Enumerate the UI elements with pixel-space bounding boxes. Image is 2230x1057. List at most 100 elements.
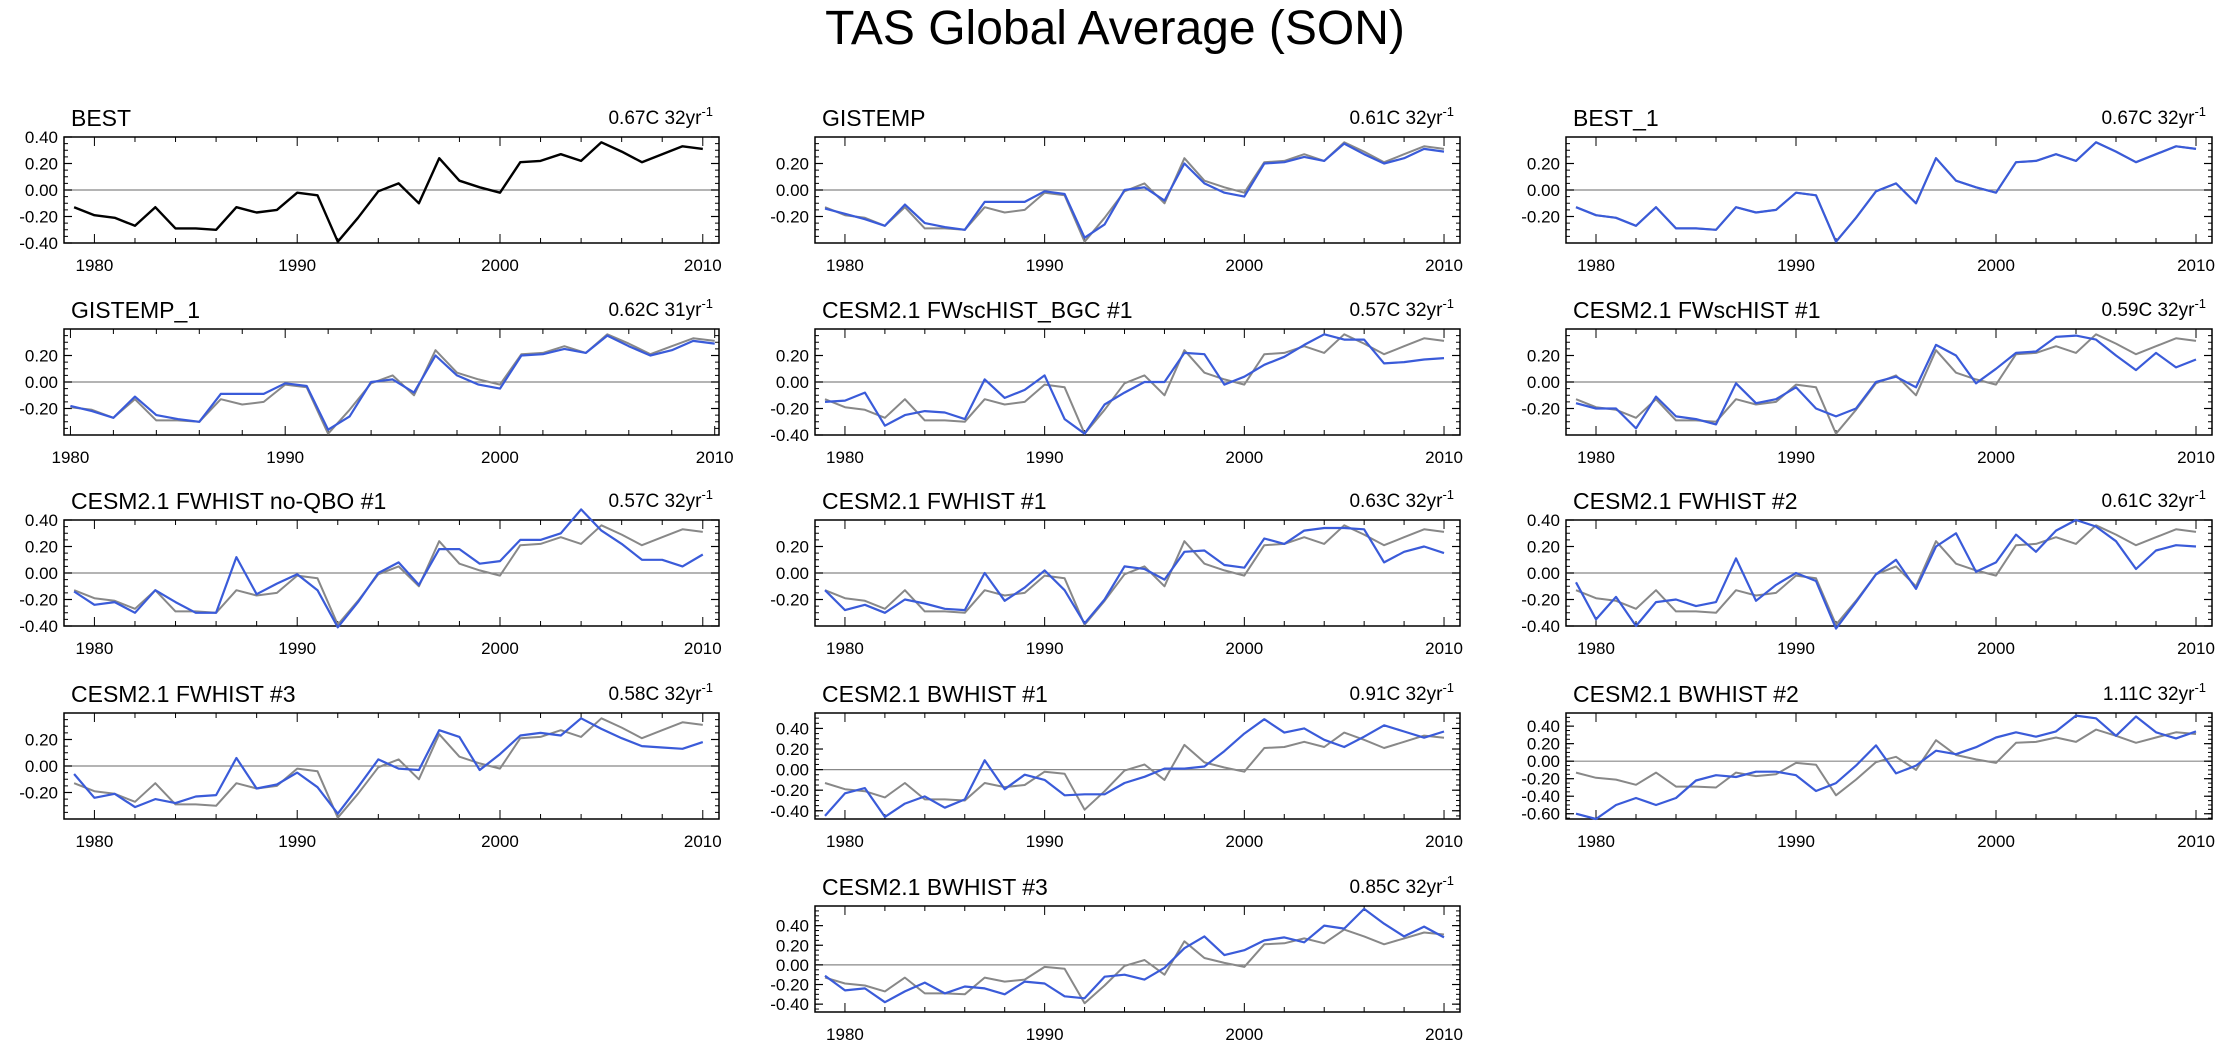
x-tick-label: 2000 xyxy=(481,832,519,851)
x-tick-label: 2000 xyxy=(1977,448,2015,467)
trend-exponent: -1 xyxy=(1442,104,1454,119)
chart-panel-10: CESM2.1 FWHIST #3 0.58C 32yr-1 0.20 0.00 -0.… xyxy=(19,680,721,851)
x-tick-label: 1980 xyxy=(1577,448,1615,467)
x-tick-label: 2000 xyxy=(1225,639,1263,658)
chart-panel-5: CESM2.1 FWscHIST_BGC #1 0.57C 32yr-1 0.20 0… xyxy=(770,296,1463,467)
x-tick-label: 2010 xyxy=(1425,448,1463,467)
chart-panel-11: CESM2.1 BWHIST #1 0.91C 32yr-1 0.40 0.20 0.0… xyxy=(770,680,1463,851)
y-tick-label: -0.40 xyxy=(770,426,809,445)
trend-value: 0.58C 32yr xyxy=(608,684,702,705)
x-tick-label: 2010 xyxy=(1425,832,1463,851)
panel-title: BEST xyxy=(71,105,131,131)
trend-label: 0.63C 32yr-1 xyxy=(1349,487,1454,512)
x-tick-label: 1990 xyxy=(278,256,316,275)
chart-panel-12: CESM2.1 BWHIST #2 1.11C 32yr-1 0.400.200.0… xyxy=(1521,680,2215,851)
x-tick-label: 2000 xyxy=(1225,832,1263,851)
x-tick-label: 2000 xyxy=(481,639,519,658)
y-tick-label: 0.20 xyxy=(25,538,58,557)
x-tick-label: 2010 xyxy=(2177,448,2215,467)
x-tick-label: 1990 xyxy=(1026,832,1064,851)
y-tick-label: -0.20 xyxy=(19,784,58,803)
y-tick-label: -0.40 xyxy=(1521,787,1560,806)
y-tick-label: -0.20 xyxy=(770,208,809,227)
x-tick-label: 1980 xyxy=(76,256,114,275)
series-line-model xyxy=(1575,518,2197,630)
x-tick-label: 1990 xyxy=(1777,832,1815,851)
x-tick-label: 2010 xyxy=(2177,256,2215,275)
y-tick-label: 0.40 xyxy=(1527,717,1560,736)
x-tick-label: 2010 xyxy=(696,448,734,467)
x-tick-label: 2010 xyxy=(2177,639,2215,658)
y-tick-label: -0.20 xyxy=(770,400,809,419)
trend-value: 0.85C 32yr xyxy=(1349,877,1443,898)
y-tick-label: 0.00 xyxy=(1527,752,1560,771)
y-tick-label: -0.20 xyxy=(19,591,58,610)
x-tick-label: 1990 xyxy=(1026,448,1064,467)
trend-exponent: -1 xyxy=(2194,487,2206,502)
y-tick-label: -0.20 xyxy=(1521,770,1560,789)
x-tick-label: 2000 xyxy=(1225,1025,1263,1044)
trend-exponent: -1 xyxy=(701,680,713,695)
y-tick-label: 0.40 xyxy=(25,511,58,530)
x-tick-label: 2000 xyxy=(1977,832,2015,851)
panel-title: CESM2.1 FWHIST #2 xyxy=(1573,488,1798,514)
series-line-model xyxy=(1575,141,2197,243)
trend-label: 0.61C 32yr-1 xyxy=(1349,104,1454,129)
series-line-model xyxy=(73,717,704,815)
series-line-observed xyxy=(824,524,1445,626)
trend-label: 1.11C 32yr-1 xyxy=(2103,680,2206,705)
trend-value: 0.61C 32yr xyxy=(1349,108,1443,129)
chart-panel-3: BEST_1 0.67C 32yr-1 0.20 0.00 -0.20 1980 1990 2… xyxy=(1521,104,2215,275)
plot-frame xyxy=(814,712,1461,820)
x-tick-label: 2000 xyxy=(1977,639,2015,658)
panel-title: GISTEMP_1 xyxy=(71,297,200,323)
x-tick-label: 2000 xyxy=(1977,256,2015,275)
x-tick-label: 1980 xyxy=(76,639,114,658)
series-line-model xyxy=(1575,334,2197,430)
x-tick-label: 1980 xyxy=(1577,256,1615,275)
series-line-observed xyxy=(824,333,1445,435)
y-tick-label: -0.20 xyxy=(1521,591,1560,610)
x-tick-label: 1980 xyxy=(52,448,90,467)
y-tick-label: 0.00 xyxy=(776,373,809,392)
trend-value: 1.11C 32yr xyxy=(2103,684,2195,705)
series-line-best xyxy=(73,141,703,243)
series-line-observed xyxy=(1575,728,2197,797)
trend-exponent: -1 xyxy=(2194,296,2206,311)
y-tick-label: -0.20 xyxy=(770,591,809,610)
y-tick-label: 0.20 xyxy=(776,740,809,759)
y-tick-label: -0.60 xyxy=(1521,805,1560,824)
series-line-model xyxy=(70,334,715,431)
y-tick-label: 0.20 xyxy=(776,155,809,174)
trend-exponent: -1 xyxy=(1442,680,1454,695)
y-tick-label: 0.40 xyxy=(776,719,809,738)
y-tick-label: 0.40 xyxy=(25,128,58,147)
series-line-model xyxy=(824,333,1445,435)
series-line-observed xyxy=(1575,524,2197,626)
trend-label: 0.62C 31yr-1 xyxy=(608,296,713,321)
chart-panel-1: BEST 0.67C 32yr-1 0.40 0.20 0.00 -0.20 -0.40 19… xyxy=(19,104,721,275)
y-tick-label: 0.20 xyxy=(776,936,809,955)
page-title: TAS Global Average (SON) xyxy=(825,2,1405,55)
panel-title: CESM2.1 FWscHIST #1 xyxy=(1573,297,1821,323)
x-tick-label: 1990 xyxy=(1777,639,1815,658)
y-tick-label: -0.40 xyxy=(19,617,58,636)
trend-label: 0.57C 32yr-1 xyxy=(1349,296,1454,321)
y-tick-label: 0.00 xyxy=(25,757,58,776)
plot-frame xyxy=(814,905,1461,1013)
x-tick-label: 2010 xyxy=(1425,1025,1463,1044)
y-tick-label: 0.00 xyxy=(25,181,58,200)
y-tick-label: 0.00 xyxy=(776,181,809,200)
y-tick-label: -0.40 xyxy=(1521,617,1560,636)
y-tick-label: 0.40 xyxy=(1527,511,1560,530)
x-tick-label: 1980 xyxy=(1577,639,1615,658)
x-tick-label: 2010 xyxy=(1425,639,1463,658)
panel-title: CESM2.1 FWHIST #3 xyxy=(71,681,296,707)
chart-panel-6: CESM2.1 FWscHIST #1 0.59C 32yr-1 0.20 0.00 -… xyxy=(1521,296,2215,467)
chart-panel-9: CESM2.1 FWHIST #2 0.61C 32yr-1 0.40 0.20 0.0… xyxy=(1521,487,2215,658)
y-tick-label: 0.20 xyxy=(1527,155,1560,174)
series-line-observed xyxy=(73,524,703,626)
y-tick-label: 0.20 xyxy=(1527,538,1560,557)
x-tick-label: 1990 xyxy=(278,832,316,851)
